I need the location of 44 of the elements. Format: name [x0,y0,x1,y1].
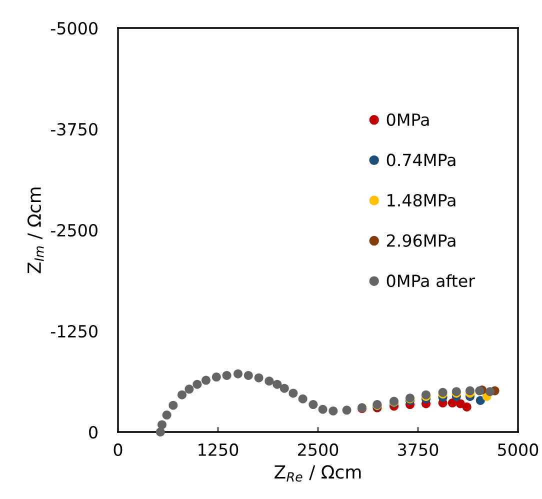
point [462,402,472,412]
point [264,376,274,386]
point [222,370,232,380]
point [168,400,178,410]
x-tick-label: 5000 [498,443,538,456]
point [192,380,202,389]
point [244,370,253,380]
point [466,386,474,396]
point [202,376,210,385]
point [158,420,166,430]
point [156,428,165,436]
point [476,396,485,405]
x-tick-label: 1250 [198,443,238,456]
point [212,372,221,382]
point [318,404,328,414]
point [308,400,318,410]
x-axis-title: Z$_{Re}$ / Ωcm [274,465,361,482]
y-tick-label: -3750 [50,122,98,136]
point [280,384,289,393]
point [486,387,494,396]
point [178,390,186,400]
point [254,373,264,382]
point [342,406,352,415]
x-tick-label: 3750 [398,443,438,456]
point [162,410,172,420]
point [475,386,484,396]
y-tick-label: -2500 [50,224,98,237]
point [328,406,338,416]
legend-label: 0MPa [386,113,429,126]
point [234,369,242,378]
legend-label: 0MPa after [386,274,475,288]
legend-label: 0.74MPa [386,154,456,166]
x-tick-label: 2500 [298,443,338,456]
legend-label: 1.48MPa [388,194,456,207]
y-axis-title: Z$_{Im}$ / Ωcm [27,188,44,274]
point [298,394,308,404]
y-tick-label: -5000 [50,22,98,35]
x-tick-label: 0 [114,443,122,456]
legend-label: 2.96MPa [386,234,456,247]
point [288,388,298,398]
point [272,380,282,389]
y-tick-label: 0 [89,426,98,439]
y-tick-label: -1250 [50,324,98,338]
point [184,384,194,394]
